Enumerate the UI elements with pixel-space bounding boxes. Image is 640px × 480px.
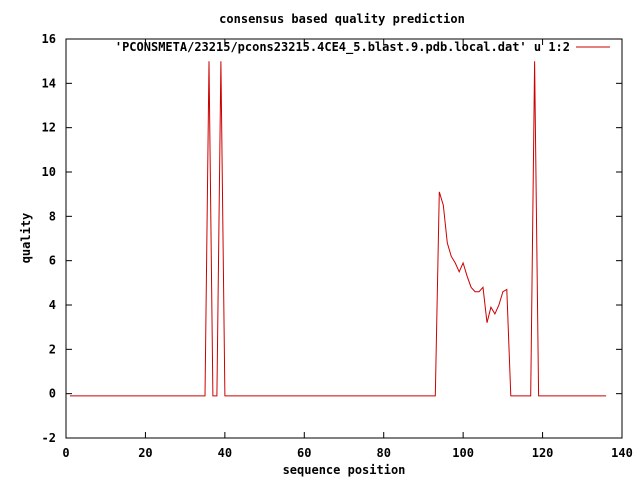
y-tick-label: 4 xyxy=(49,298,56,312)
y-tick-label: 0 xyxy=(49,387,56,401)
y-tick-label: 6 xyxy=(49,254,56,268)
legend: 'PCONSMETA/23215/pcons23215.4CE4_5.blast… xyxy=(115,40,610,55)
x-tick-labels: 0 20 40 60 80 100 120 140 xyxy=(62,446,632,460)
y-tick-label: 10 xyxy=(42,165,56,179)
y-tick-labels: -2 0 2 4 6 8 10 12 14 16 xyxy=(42,32,56,445)
x-tick-label: 80 xyxy=(376,446,390,460)
axis-ticks xyxy=(65,38,623,439)
legend-label: 'PCONSMETA/23215/pcons23215.4CE4_5.blast… xyxy=(115,40,570,55)
x-tick-label: 120 xyxy=(532,446,554,460)
y-tick-label: -2 xyxy=(42,431,56,445)
y-tick-label: 8 xyxy=(49,209,56,223)
x-tick-label: 20 xyxy=(138,446,152,460)
series-line xyxy=(70,61,607,397)
y-axis-label: quality xyxy=(19,213,33,264)
series-layer xyxy=(70,61,607,397)
x-axis-label: sequence position xyxy=(283,463,406,477)
plot-frame xyxy=(65,38,623,439)
y-tick-label: 2 xyxy=(49,342,56,356)
y-tick-label: 12 xyxy=(42,121,56,135)
y-tick-label: 16 xyxy=(42,32,56,46)
x-tick-label: 140 xyxy=(611,446,633,460)
chart-title: consensus based quality prediction xyxy=(219,12,465,26)
x-tick-label: 60 xyxy=(297,446,311,460)
x-tick-label: 0 xyxy=(62,446,69,460)
x-tick-label: 100 xyxy=(452,446,474,460)
y-tick-label: 14 xyxy=(42,76,56,90)
x-tick-label: 40 xyxy=(218,446,232,460)
